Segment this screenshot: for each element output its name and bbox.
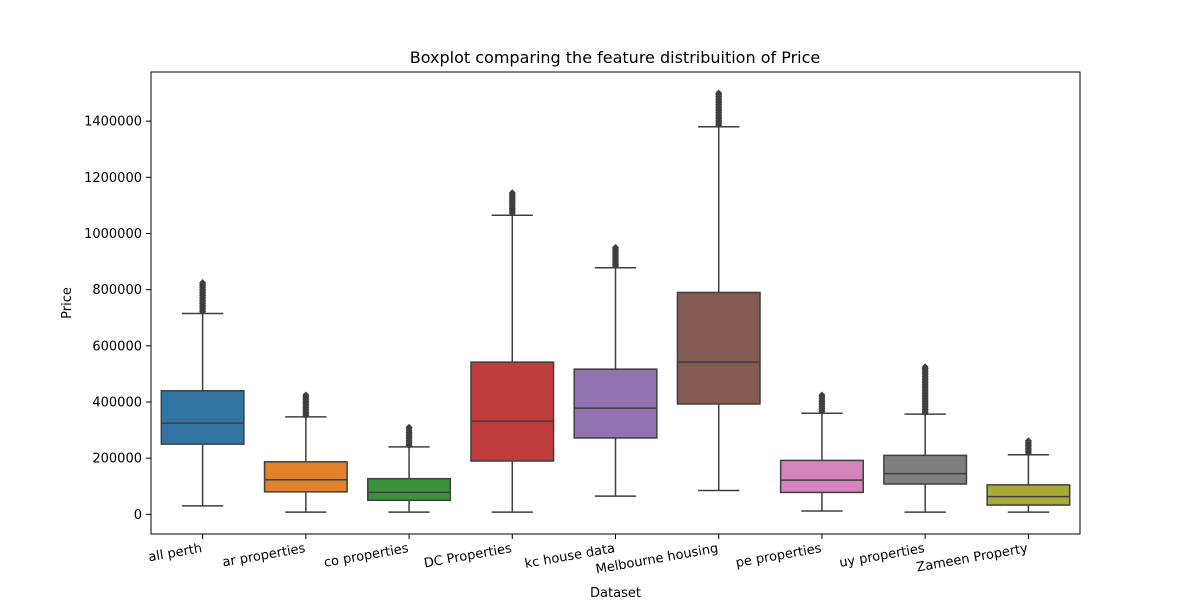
box-iqr bbox=[263, 461, 348, 493]
box-iqr bbox=[573, 368, 658, 439]
box-iqr bbox=[160, 390, 245, 445]
outlier-point bbox=[199, 279, 207, 287]
box-2 bbox=[367, 423, 452, 513]
y-tick-label: 800000 bbox=[92, 283, 142, 298]
box-iqr bbox=[883, 454, 968, 485]
outlier-point bbox=[302, 391, 310, 399]
x-tick-label: co properties bbox=[323, 541, 410, 571]
x-tick-label: Zameen Property bbox=[915, 541, 1029, 575]
outliers bbox=[921, 363, 929, 417]
outliers bbox=[302, 391, 310, 419]
box-7 bbox=[883, 363, 968, 513]
x-tick-label: uy properties bbox=[838, 541, 926, 571]
y-tick-label: 400000 bbox=[92, 396, 142, 411]
outlier-point bbox=[818, 391, 826, 399]
outliers bbox=[715, 89, 723, 129]
box-iqr bbox=[676, 291, 761, 405]
y-axis-label: Price bbox=[60, 287, 75, 319]
outlier-point bbox=[921, 363, 929, 371]
box-iqr bbox=[367, 477, 452, 502]
y-tick-label: 600000 bbox=[92, 339, 142, 354]
box-iqr bbox=[779, 459, 864, 494]
box-3 bbox=[470, 189, 555, 513]
box-5 bbox=[676, 89, 761, 492]
outliers bbox=[1024, 437, 1032, 457]
y-tick-label: 1000000 bbox=[84, 227, 142, 242]
outliers bbox=[405, 423, 413, 450]
y-tick-label: 200000 bbox=[92, 452, 142, 467]
x-tick-label: all perth bbox=[147, 541, 203, 565]
box-6 bbox=[779, 391, 864, 512]
y-tick-label: 0 bbox=[134, 508, 142, 523]
box-1 bbox=[263, 391, 348, 513]
box-iqr bbox=[470, 361, 555, 462]
y-tick-label: 1200000 bbox=[84, 171, 142, 186]
outlier-point bbox=[405, 423, 413, 431]
outlier-point bbox=[715, 89, 723, 97]
x-axis: all perth ar properties co properties DC Pr… bbox=[147, 534, 1029, 577]
x-tick-label: ar properties bbox=[221, 541, 306, 570]
box-4 bbox=[573, 244, 658, 497]
outliers bbox=[612, 244, 619, 270]
outlier-point bbox=[612, 244, 619, 252]
x-tick-label: pe properties bbox=[735, 541, 823, 571]
outliers bbox=[508, 189, 516, 217]
outliers bbox=[199, 279, 207, 316]
x-tick-label: DC Properties bbox=[423, 541, 513, 571]
plot-area bbox=[160, 89, 1071, 513]
outlier-point bbox=[1024, 437, 1032, 445]
chart-title: Boxplot comparing the feature distribuit… bbox=[410, 48, 820, 67]
x-axis-label: Dataset bbox=[590, 586, 641, 600]
box-iqr bbox=[986, 484, 1071, 506]
y-axis: 0 200000 400000 600000 800000 1000000 1200000 1… bbox=[84, 115, 151, 523]
box-8 bbox=[986, 437, 1071, 513]
y-tick-label: 1400000 bbox=[84, 115, 142, 130]
outlier-point bbox=[508, 189, 516, 197]
box-0 bbox=[160, 279, 245, 507]
outliers bbox=[818, 391, 826, 416]
